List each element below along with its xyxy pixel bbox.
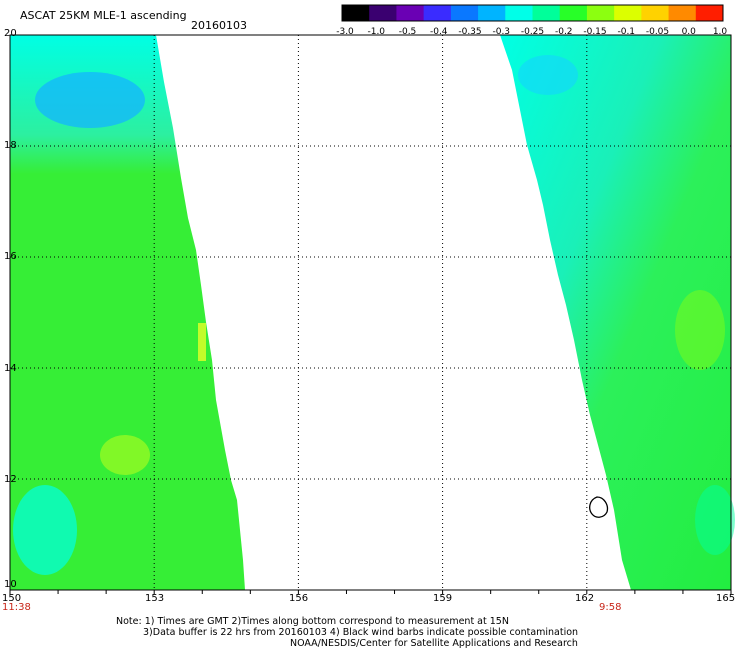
colorbar-label: -3.0 <box>336 27 354 37</box>
colorbar-label: -0.5 <box>398 27 417 37</box>
colorbar <box>341 4 724 22</box>
lat-label-14: 14 <box>4 363 17 374</box>
left-time-label: 11:38 <box>2 602 31 613</box>
lon-label-153: 153 <box>145 593 165 604</box>
colorbar-swatch <box>668 5 697 21</box>
lat-label-10: 10 <box>4 579 17 590</box>
colorbar-label: -0.2 <box>554 27 573 37</box>
colorbar-swatch <box>423 5 452 21</box>
colorbar-label: -1.0 <box>367 27 386 37</box>
colorbar-swatch <box>396 5 425 21</box>
map-date: 20160103 <box>191 19 247 32</box>
lat-label-16: 16 <box>4 251 17 262</box>
note-line-1: Note: 1) Times are GMT 2)Times along bot… <box>116 616 509 627</box>
lon-label-156: 156 <box>289 593 309 604</box>
left-swath <box>10 35 245 590</box>
lon-label-159: 159 <box>433 593 453 604</box>
colorbar-label: -0.25 <box>520 27 545 37</box>
colorbar-swatch <box>478 5 506 21</box>
colorbar-label: -0.4 <box>429 27 448 37</box>
note-line-3: NOAA/NESDIS/Center for Satellite Applica… <box>290 638 578 649</box>
colorbar-label: -0.05 <box>645 27 670 37</box>
colorbar-label: 0.0 <box>681 27 696 37</box>
lat-label-12: 12 <box>4 474 17 485</box>
lat-label-20: 20 <box>4 28 17 39</box>
lon-label-150: 150 <box>2 593 22 604</box>
colorbar-swatch <box>342 5 370 21</box>
colorbar-label: -0.3 <box>492 27 511 37</box>
colorbar-swatch <box>559 5 588 21</box>
note-line-2: 3)Data buffer is 22 hrs from 20160103 4)… <box>143 627 579 638</box>
lon-label-165: 165 <box>716 593 736 604</box>
right-time-label: 9:58 <box>599 602 622 613</box>
colorbar-label: 1.0 <box>712 27 728 37</box>
lat-label-18: 18 <box>4 140 17 151</box>
right-swath <box>500 35 731 590</box>
map-title: ASCAT 25KM MLE-1 ascending <box>20 9 187 22</box>
colorbar-swatch <box>450 5 479 21</box>
colorbar-label: -0.1 <box>617 27 636 37</box>
colorbar-swatch <box>505 5 533 21</box>
colorbar-swatch <box>532 5 561 21</box>
colorbar-label: -0.35 <box>458 27 482 37</box>
colorbar-swatch <box>614 5 642 21</box>
colorbar-swatch <box>695 5 724 21</box>
colorbar-swatch <box>586 5 615 21</box>
map-frame <box>9 34 732 591</box>
colorbar-swatch <box>641 5 670 21</box>
contamination-contour <box>589 496 609 518</box>
colorbar-label: -0.15 <box>583 27 607 37</box>
low-value-patch <box>35 72 145 128</box>
colorbar-swatch <box>369 5 397 21</box>
lon-label-162: 162 <box>575 593 595 604</box>
